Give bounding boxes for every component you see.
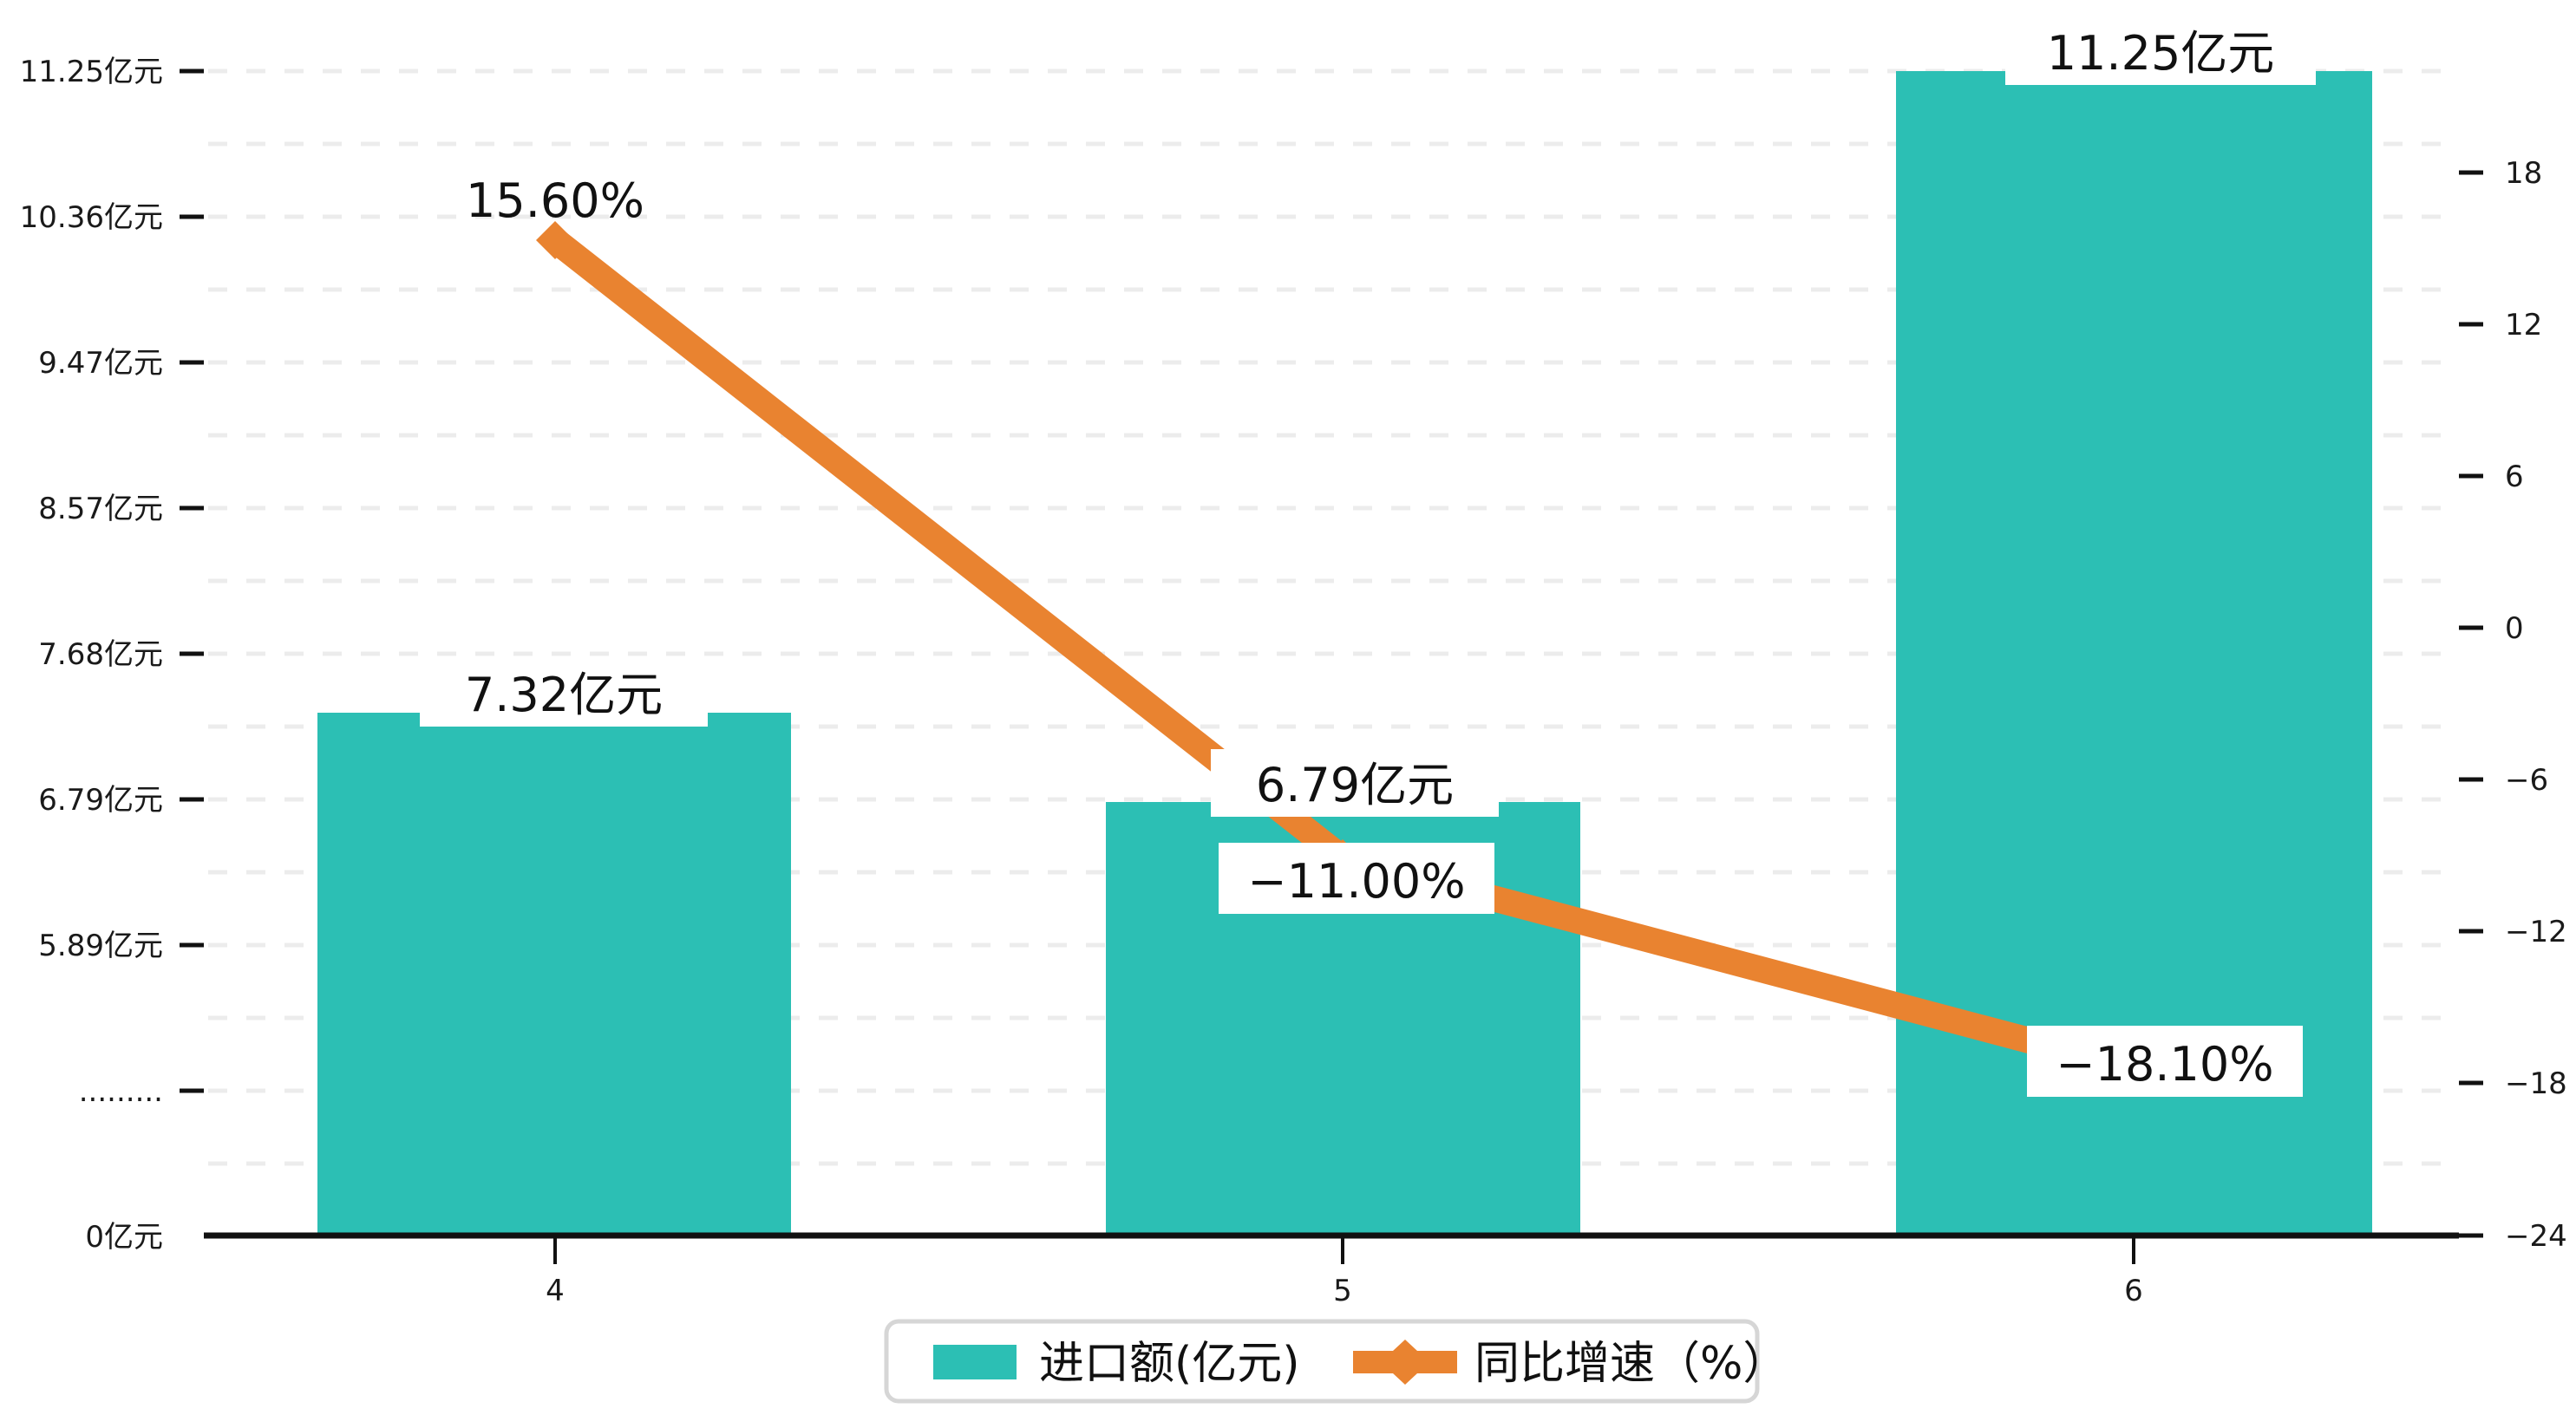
left-tick-label-7: ......... [79,1074,163,1109]
right-axis-ticks [2459,170,2483,1238]
x-axis: 4 5 6 [204,1232,2459,1308]
right-tick-label-1: 12 [2505,308,2542,342]
line-label-month-6: −18.10% [2027,1026,2303,1097]
left-tick-label-0: 11.25亿元 [20,55,163,89]
right-tick-label-3: 0 [2505,611,2524,646]
line-label-month-4: 15.60% [466,173,644,228]
left-tick-label-8: 0亿元 [85,1220,163,1255]
legend-swatch-square-icon [933,1345,1017,1379]
left-axis: 11.25亿元 10.36亿元 9.47亿元 8.57亿元 7.68亿元 6.7… [20,55,204,1255]
x-tick-label-5: 5 [1333,1274,1352,1308]
bar-label-month-4-text: 7.32亿元 [465,668,663,722]
x-tick-label-6: 6 [2124,1274,2143,1308]
line-label-month-5: −11.00% [1219,843,1494,914]
legend-diamond-marker-icon [1381,1340,1429,1385]
right-tick-label-7: −24 [2505,1219,2567,1254]
right-tick-label-4: −6 [2505,763,2548,798]
right-tick-label-6: −18 [2505,1066,2567,1101]
left-tick-label-2: 9.47亿元 [38,346,163,381]
legend-label-yoy-growth: 同比增速（%） [1474,1338,1788,1390]
bar-label-month-4: 7.32亿元 [420,659,708,727]
left-tick-label-5: 6.79亿元 [38,783,163,818]
bar-label-month-5-text: 6.79亿元 [1256,758,1454,812]
right-tick-label-2: 6 [2505,460,2524,494]
legend-item-import-amount[interactable]: 进口额(亿元) [933,1338,1300,1390]
line-label-month-5-text: −11.00% [1247,854,1465,909]
right-tick-label-0: 18 [2505,156,2542,191]
bar-label-month-6: 11.25亿元 [2005,17,2316,85]
right-tick-label-5: −12 [2505,915,2567,949]
legend-box [884,1319,1760,1404]
bar-month-4[interactable] [317,713,791,1236]
x-tick-label-4: 4 [546,1274,565,1308]
legend: 进口额(亿元) 同比增速（%） [884,1319,1788,1404]
bar-label-month-6-text: 11.25亿元 [2047,26,2275,81]
left-axis-ticks [180,68,204,1093]
legend-label-import-amount: 进口额(亿元) [1039,1338,1300,1390]
line-label-month-4-text: 15.60% [466,173,644,228]
right-axis: 18 12 6 0 −6 −12 −18 −24 [2459,156,2567,1254]
left-tick-label-3: 8.57亿元 [38,492,163,526]
legend-item-yoy-growth[interactable]: 同比增速（%） [1353,1338,1788,1390]
left-tick-label-1: 10.36亿元 [20,200,163,235]
data-labels: 7.32亿元 6.79亿元 11.25亿元 15.60% −11.00% −18… [420,17,2316,1097]
x-axis-ticks [553,1236,2135,1264]
left-tick-label-6: 5.89亿元 [38,929,163,963]
bar-label-month-5: 6.79亿元 [1211,749,1499,817]
line-label-month-6-text: −18.10% [2056,1037,2273,1092]
left-tick-label-4: 7.68亿元 [38,637,163,672]
marker-month-4[interactable] [536,221,574,259]
